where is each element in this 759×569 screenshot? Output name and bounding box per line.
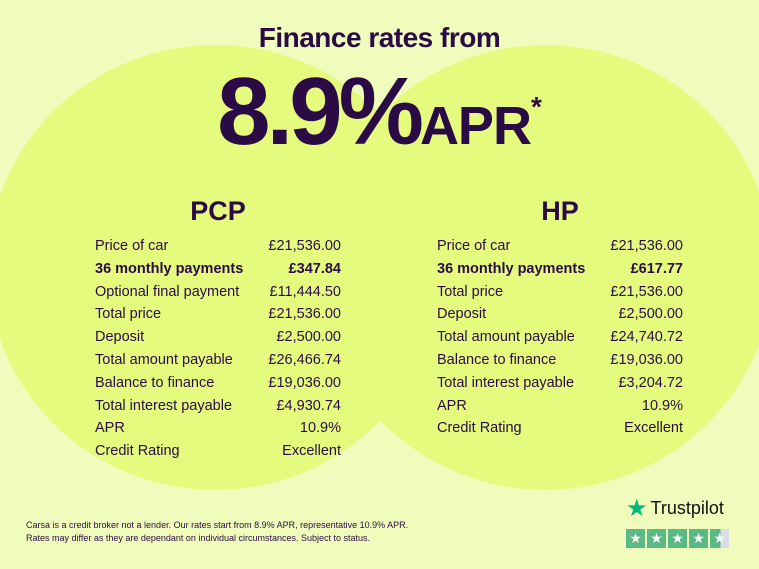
row-value: £347.84 [288, 260, 341, 277]
row-label: 36 monthly payments [437, 260, 586, 277]
row-value: 10.9% [641, 397, 683, 414]
row-label: Total price [437, 283, 504, 300]
row-value: £21,536.00 [268, 238, 341, 254]
half-star-icon: ★ [710, 529, 729, 548]
row-label: Optional final payment [95, 283, 240, 300]
row-label: Total interest payable [95, 397, 233, 414]
table-row: 36 monthly payments £617.77 [437, 258, 683, 281]
row-value: 10.9% [299, 420, 341, 437]
row-value: £19,036.00 [610, 351, 683, 368]
row-label: APR [437, 397, 467, 414]
trustpilot-badge: ★ Trustpilot ★ ★ ★ ★ ★ [626, 494, 729, 548]
plan-table: Price of car £21,536.00 36 monthly payment… [437, 235, 683, 440]
table-row: Optional final payment £11,444.50 [95, 281, 341, 304]
disclaimer-line: Rates may differ as they are dependant o… [26, 533, 371, 543]
table-row: Price of car £21,536.00 [95, 235, 341, 258]
row-value: £21,536.00 [268, 306, 341, 323]
row-value: £3,204.72 [618, 374, 683, 391]
plan-pcp: PCP Price of car £21,536.00 36 monthly pay… [95, 196, 341, 463]
row-label: Deposit [437, 306, 487, 323]
row-value: £2,500.00 [276, 329, 341, 346]
rate-asterisk: * [530, 91, 542, 122]
row-value: £21,536.00 [610, 283, 683, 300]
star-icon: ★ [626, 495, 648, 522]
star-icon: ★ [689, 529, 708, 548]
star-icon: ★ [668, 529, 687, 548]
rating-stars: ★ ★ ★ ★ ★ [626, 529, 729, 548]
table-row: Credit Rating Excellent [437, 417, 683, 440]
table-row: Price of car £21,536.00 [437, 235, 683, 258]
star-icon: ★ [626, 529, 645, 548]
table-row: Total interest payable £3,204.72 [437, 372, 683, 395]
trustpilot-name: Trustpilot [650, 498, 724, 518]
row-label: Balance to finance [437, 351, 557, 368]
star-icon: ★ [647, 529, 666, 548]
row-label: Balance to finance [95, 374, 215, 391]
row-label: Total amount payable [95, 351, 233, 368]
table-row: Total amount payable £26,466.74 [95, 349, 341, 372]
row-label: APR [95, 420, 125, 437]
disclaimer: Carsa is a credit broker not a lender. O… [26, 519, 408, 545]
row-value: £4,930.74 [276, 397, 341, 414]
rate-value: 8.9% [217, 58, 424, 165]
table-row: Total price £21,536.00 [95, 303, 341, 326]
table-row: Total interest payable £4,930.74 [95, 395, 341, 418]
rate-suffix: APR [419, 96, 532, 156]
row-label: Price of car [95, 238, 169, 254]
table-row: APR 10.9% [95, 417, 341, 440]
plan-title: HP [541, 196, 579, 226]
headline: Finance rates from [258, 22, 501, 53]
table-row: Total price £21,536.00 [437, 281, 683, 304]
row-label: Credit Rating [95, 443, 180, 460]
row-label: 36 monthly payments [95, 260, 244, 277]
row-value: £11,444.50 [269, 283, 342, 300]
table-row: 36 monthly payments £347.84 [95, 258, 341, 281]
background-circle-right [318, 45, 759, 490]
disclaimer-line: Carsa is a credit broker not a lender. O… [26, 520, 409, 530]
row-label: Deposit [95, 329, 145, 346]
table-row: Total amount payable £24,740.72 [437, 326, 683, 349]
plan-table: Price of car £21,536.00 36 monthly payment… [95, 235, 341, 463]
row-value: £21,536.00 [610, 238, 683, 254]
row-label: Total price [95, 306, 162, 323]
plan-title: PCP [190, 196, 246, 226]
table-row: APR 10.9% [437, 395, 683, 418]
row-value: £617.77 [630, 260, 683, 277]
row-label: Total amount payable [437, 329, 575, 346]
row-value: £19,036.00 [268, 374, 341, 391]
row-value: £2,500.00 [618, 306, 683, 323]
table-row: Credit Rating Excellent [95, 440, 341, 463]
row-value: £24,740.72 [610, 329, 683, 346]
rate-display: 8.9%APR* [0, 62, 759, 162]
row-label: Total interest payable [437, 374, 575, 391]
row-value: Excellent [282, 443, 341, 460]
row-label: Credit Rating [437, 420, 522, 437]
table-row: Deposit £2,500.00 [437, 303, 683, 326]
row-value: Excellent [624, 420, 683, 437]
table-row: Balance to finance £19,036.00 [95, 372, 341, 395]
row-label: Price of car [437, 238, 511, 254]
table-row: Balance to finance £19,036.00 [437, 349, 683, 372]
plan-hp: HP Price of car £21,536.00 36 monthly paym… [437, 196, 683, 440]
table-row: Deposit £2,500.00 [95, 326, 341, 349]
row-value: £26,466.74 [268, 351, 341, 368]
